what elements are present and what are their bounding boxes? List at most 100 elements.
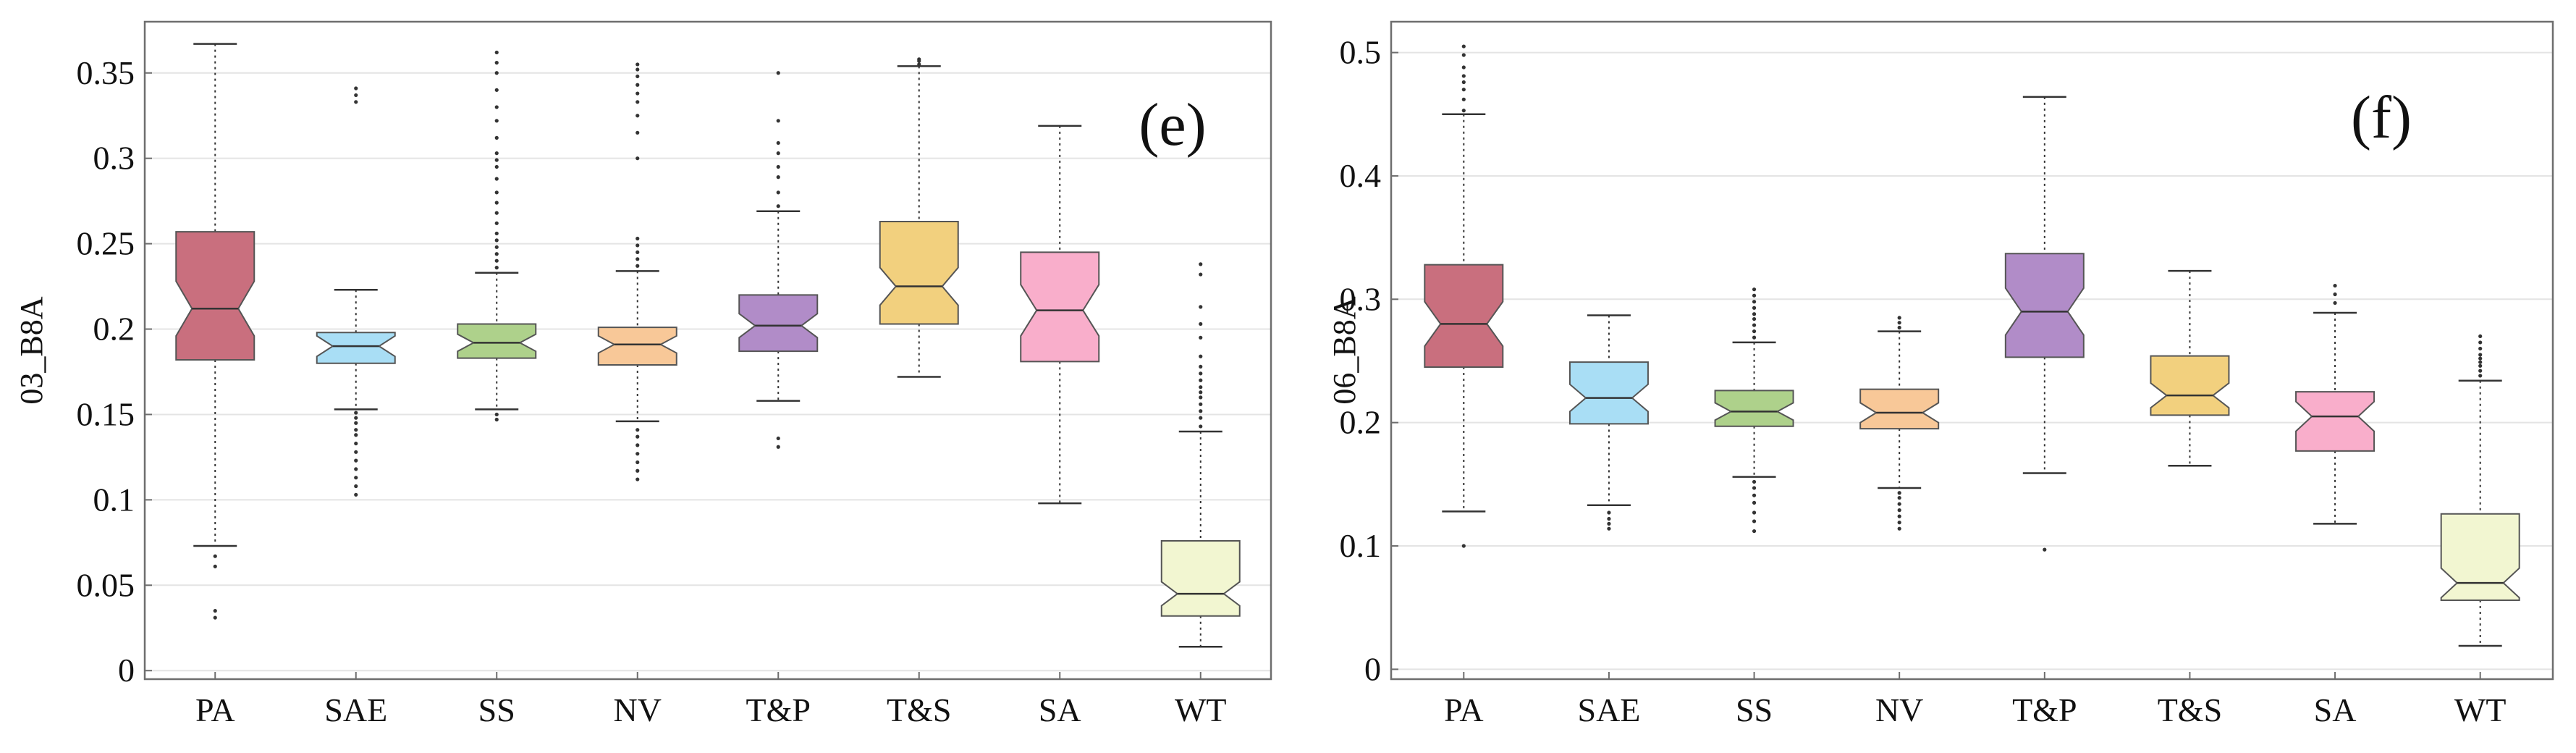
outlier-point: [213, 615, 217, 620]
outlier-point: [635, 428, 640, 432]
x-tick-label: SS: [1736, 691, 1773, 728]
outlier-point: [1199, 395, 1203, 400]
outlier-point: [494, 119, 499, 123]
outlier-point: [2478, 356, 2483, 361]
outlier-point: [1199, 335, 1203, 340]
outlier-point: [1752, 519, 1757, 523]
outlier-point: [1897, 526, 1901, 531]
box-body: [2004, 253, 2085, 358]
x-tick-label: PA: [1444, 691, 1484, 728]
outlier-point: [494, 238, 499, 243]
outlier-point: [1897, 321, 1901, 325]
outlier-point: [1199, 321, 1203, 327]
box-sae: [1568, 314, 1649, 531]
x-tick-label: T&S: [2158, 691, 2222, 728]
x-tick-label: NV: [614, 691, 662, 728]
box-sa: [1020, 125, 1100, 505]
outlier-point: [354, 476, 358, 480]
outlier-point: [2478, 360, 2483, 364]
outlier-point: [776, 204, 780, 209]
box-body: [2440, 513, 2520, 601]
x-tick-label: PA: [195, 691, 235, 728]
plot-area: [145, 22, 1271, 679]
outlier-point: [494, 245, 499, 249]
y-tick-label: 0.35: [77, 54, 135, 91]
outlier-point: [494, 258, 499, 263]
box-sa: [2295, 283, 2376, 525]
y-tick-label: 0.25: [77, 225, 135, 262]
outlier-point: [1752, 486, 1757, 490]
x-tick-label: SAE: [324, 691, 387, 728]
outlier-point: [1752, 300, 1757, 304]
outlier-point: [1461, 97, 1466, 101]
outlier-point: [1897, 521, 1901, 525]
outlier-point: [354, 484, 358, 489]
chart-panel-f: 0 0.1 0.2 0.3 0.4 0.5 06_B8A PA SAE SS NV T&P T&S SA W…: [1327, 20, 2554, 728]
outlier-point: [635, 468, 640, 473]
outlier-point: [776, 140, 780, 146]
box-body: [1859, 388, 1940, 430]
outlier-point: [1752, 493, 1757, 497]
outlier-point: [776, 119, 780, 123]
outlier-point: [1199, 354, 1203, 358]
outlier-point: [494, 252, 499, 256]
outlier-point: [917, 57, 921, 62]
box-tands: [879, 57, 959, 378]
outlier-point: [354, 428, 358, 432]
x-tick-label: T&P: [2012, 691, 2077, 728]
x-tick-label: WT: [1175, 691, 1227, 728]
outlier-point: [635, 156, 640, 161]
x-tick-label: SAE: [1577, 691, 1640, 728]
outlier-point: [635, 264, 640, 268]
outlier-point: [494, 105, 499, 109]
outlier-point: [1752, 500, 1757, 505]
y-tick-label: 0.2: [93, 311, 135, 348]
outlier-point: [354, 421, 358, 425]
box-ss: [457, 50, 537, 422]
outlier-point: [1752, 293, 1757, 298]
box-wt: [2440, 334, 2520, 647]
y-tick-label: 0.3: [93, 140, 135, 177]
box-tandp: [738, 71, 819, 449]
outlier-point: [494, 190, 499, 195]
outlier-point: [1752, 529, 1757, 534]
x-tick-label: SA: [2314, 691, 2357, 728]
outlier-point: [1199, 402, 1203, 406]
outlier-point: [354, 433, 358, 437]
outlier-point: [354, 450, 358, 454]
outlier-point: [1607, 510, 1611, 515]
outlier-point: [1199, 378, 1203, 382]
outlier-point: [635, 114, 640, 118]
y-tick-label: 0.4: [1340, 157, 1382, 194]
outlier-point: [776, 175, 780, 180]
outlier-point: [1607, 521, 1611, 526]
outlier-point: [494, 266, 499, 270]
outlier-point: [1461, 74, 1466, 78]
outlier-point: [917, 62, 921, 67]
outlier-point: [1752, 306, 1757, 310]
outlier-point: [494, 50, 499, 55]
outlier-point: [354, 93, 358, 98]
outlier-point: [1199, 424, 1203, 429]
box-body: [597, 327, 677, 366]
outlier-point: [1461, 65, 1466, 70]
outlier-point: [1461, 544, 1466, 548]
x-tick-label: SS: [478, 691, 515, 728]
outlier-point: [635, 257, 640, 261]
outlier-point: [2333, 292, 2337, 297]
outlier-point: [635, 74, 640, 79]
outlier-point: [776, 164, 780, 169]
plot-area: [1391, 22, 2553, 679]
outlier-point: [494, 201, 499, 205]
y-tick-label: 0.05: [77, 566, 135, 603]
outlier-point: [494, 71, 499, 75]
outlier-point: [635, 477, 640, 481]
box-body: [457, 323, 537, 359]
box-body: [2150, 355, 2230, 416]
outlier-point: [1461, 44, 1466, 49]
y-tick-label: 0.2: [1340, 404, 1382, 441]
outlier-point: [494, 417, 499, 422]
outlier-point: [635, 83, 640, 87]
outlier-point: [1199, 371, 1203, 376]
